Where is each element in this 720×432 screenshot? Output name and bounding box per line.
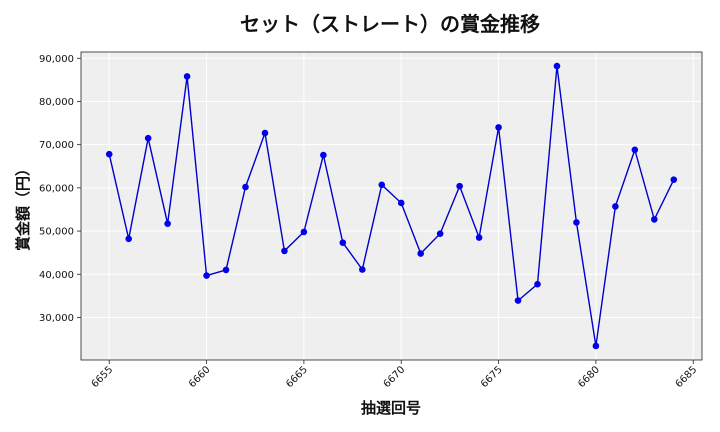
y-tick-label: 60,000 [39,183,74,194]
y-axis-label: 賞金額（円） [14,161,32,251]
y-axis-ticks: 30,000 40,000 50,000 60,000 70,000 80,000 90,0… [39,54,81,324]
data-point [592,342,600,350]
y-tick-label: 30,000 [39,313,74,324]
data-point [320,151,327,159]
data-point [281,247,288,255]
y-tick-label: 50,000 [39,227,74,238]
data-point [378,181,386,189]
data-point [203,272,210,279]
data-point [183,73,191,80]
grid-lines [81,52,702,360]
data-point [397,199,405,207]
data-point [670,176,678,183]
data-point [222,266,230,274]
data-point [242,183,249,191]
data-point [651,216,658,223]
data-point [553,62,561,70]
y-tick-label: 40,000 [39,270,74,281]
data-points [105,62,678,350]
y-tick-label: 80,000 [39,97,74,108]
data-point [573,219,580,226]
y-tick-label: 70,000 [39,140,74,151]
data-point [534,280,541,288]
series-line [108,65,675,347]
data-point [300,228,308,236]
data-point [125,235,132,243]
data-point [417,250,425,257]
x-axis-label: 抽選回号 [361,399,421,417]
data-point [105,150,113,158]
data-point [495,124,502,131]
data-point [456,182,463,190]
data-point [612,203,619,210]
plot-border [80,51,703,361]
data-point [164,220,171,228]
plot-frame [80,51,703,361]
data-point [339,239,347,247]
data-point [358,266,366,273]
chart-title: セット（ストレート）の賞金推移 [240,12,540,36]
data-point [144,134,152,142]
y-tick-label: 90,000 [39,54,74,65]
data-point [514,297,522,304]
plot-area [81,52,702,360]
data-point [261,129,269,137]
data-point [631,146,639,154]
data-point [475,234,483,241]
data-point [436,230,444,237]
